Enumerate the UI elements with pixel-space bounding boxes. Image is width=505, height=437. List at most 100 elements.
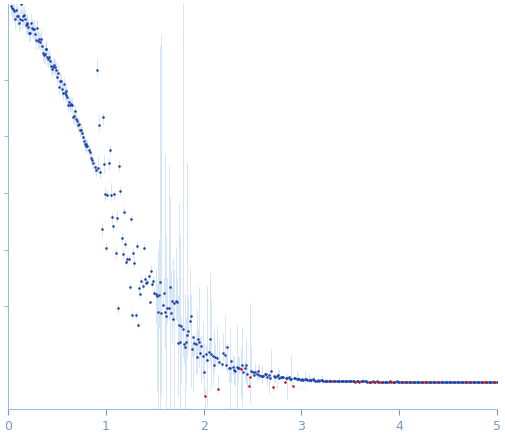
Point <box>121 241 129 248</box>
Point <box>246 374 254 381</box>
Point <box>381 378 389 385</box>
Point <box>413 378 421 385</box>
Point <box>26 29 34 36</box>
Point <box>167 309 175 316</box>
Point <box>252 370 261 377</box>
Point <box>251 368 260 375</box>
Point <box>194 336 202 343</box>
Point <box>470 378 478 385</box>
Point <box>275 374 283 381</box>
Point <box>425 378 433 385</box>
Point <box>179 326 187 333</box>
Point <box>122 258 130 265</box>
Point <box>490 378 498 385</box>
Point <box>342 378 350 385</box>
Point <box>266 375 274 382</box>
Point <box>446 378 454 385</box>
Point <box>491 378 499 385</box>
Point <box>148 281 156 288</box>
Point <box>209 353 217 360</box>
Point <box>346 378 354 385</box>
Point <box>326 377 334 384</box>
Point <box>155 291 163 298</box>
Point <box>309 376 317 383</box>
Point <box>126 283 134 290</box>
Point <box>10 8 18 15</box>
Point <box>116 188 124 195</box>
Point <box>33 25 41 32</box>
Point <box>356 379 364 386</box>
Point <box>374 378 382 385</box>
Point <box>166 284 174 291</box>
Point <box>72 115 80 122</box>
Point <box>43 53 52 60</box>
Point <box>349 378 357 385</box>
Point <box>141 276 149 283</box>
Point <box>137 277 145 284</box>
Point <box>229 363 237 370</box>
Point <box>269 384 277 391</box>
Point <box>481 378 489 385</box>
Point <box>487 378 495 385</box>
Point <box>45 53 54 60</box>
Point <box>62 91 70 98</box>
Point <box>198 353 207 360</box>
Point <box>485 378 493 385</box>
Point <box>47 62 56 69</box>
Point <box>390 378 398 385</box>
Point <box>17 1 25 8</box>
Point <box>97 226 106 233</box>
Point <box>174 340 182 347</box>
Point <box>298 375 306 382</box>
Point <box>75 121 83 128</box>
Point <box>414 378 422 385</box>
Point <box>397 378 405 385</box>
Point <box>383 378 391 385</box>
Point <box>409 378 417 385</box>
Point <box>70 113 78 120</box>
Point <box>55 83 63 90</box>
Point <box>370 378 378 385</box>
Point <box>170 299 178 306</box>
Point <box>243 371 251 378</box>
Point <box>22 21 30 28</box>
Point <box>438 378 446 385</box>
Point <box>129 250 137 257</box>
Point <box>18 17 26 24</box>
Point <box>437 378 445 385</box>
Point <box>314 377 322 384</box>
Point <box>297 377 305 384</box>
Point <box>334 378 342 385</box>
Point <box>329 377 337 384</box>
Point <box>304 377 312 384</box>
Point <box>399 378 408 385</box>
Point <box>341 378 349 385</box>
Point <box>210 361 218 368</box>
Point <box>362 378 370 385</box>
Point <box>78 129 86 136</box>
Point <box>231 368 239 375</box>
Point <box>61 90 69 97</box>
Point <box>289 382 297 389</box>
Point <box>128 311 136 318</box>
Point <box>295 375 304 382</box>
Point <box>114 305 122 312</box>
Point <box>416 378 424 385</box>
Point <box>478 378 486 385</box>
Point <box>77 127 85 134</box>
Point <box>385 378 393 385</box>
Point <box>330 378 338 385</box>
Point <box>464 378 472 385</box>
Point <box>408 378 416 385</box>
Point <box>313 377 321 384</box>
Point <box>98 114 107 121</box>
Point <box>270 373 278 380</box>
Point <box>36 38 44 45</box>
Point <box>54 69 62 76</box>
Point <box>153 292 161 299</box>
Point <box>273 372 281 379</box>
Point <box>286 376 294 383</box>
Point <box>133 243 141 250</box>
Point <box>80 138 88 145</box>
Point <box>267 368 275 375</box>
